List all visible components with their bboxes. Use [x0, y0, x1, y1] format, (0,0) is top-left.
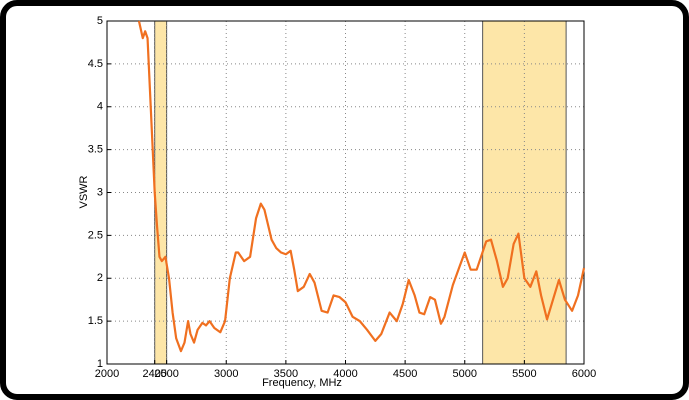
x-tick-label: 2500: [154, 368, 178, 380]
line: [137, 20, 586, 353]
y-tick-label: 2.5: [88, 229, 103, 241]
y-tick-label: 4.5: [88, 58, 103, 70]
y-tick-label: 4: [97, 101, 103, 113]
x-tick-label: 5000: [453, 368, 477, 380]
band: [482, 20, 567, 365]
x-tick-label: 5500: [512, 368, 536, 380]
axes-box: [106, 20, 585, 365]
x-tick-label: 3500: [274, 368, 298, 380]
x-tick-label: 4500: [393, 368, 417, 380]
y-axis-label: VSWR: [78, 175, 90, 208]
y-tick-label: 5: [97, 15, 103, 27]
y-tick-label: 1.5: [88, 315, 103, 327]
y-tick-label: 3.5: [88, 144, 103, 156]
x-tick-label: 4000: [333, 368, 357, 380]
x-tick-label: 3000: [214, 368, 238, 380]
x-axis-label: Frequency, MHz: [262, 377, 342, 389]
x-tick-label: 2000: [95, 368, 119, 380]
y-tick-label: 2: [97, 272, 103, 284]
y-tick-label: 1: [97, 358, 103, 370]
y-tick-label: 3: [97, 186, 103, 198]
band: [154, 20, 168, 365]
x-tick-label: 2400: [142, 368, 166, 380]
x-tick-label: 6000: [572, 368, 596, 380]
